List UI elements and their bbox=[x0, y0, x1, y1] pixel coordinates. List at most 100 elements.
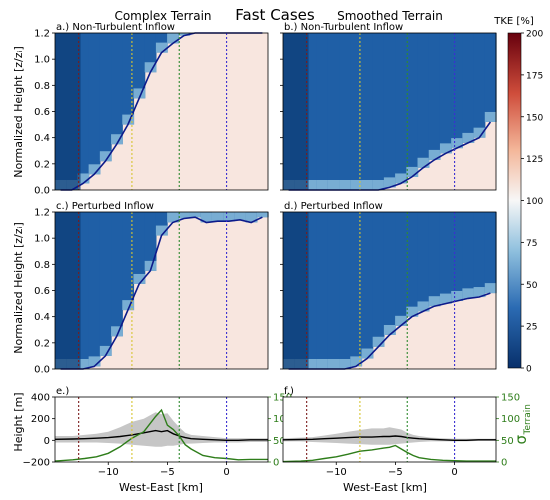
panel-e: −10 −5 0 −200 0 200 400 0 50 100 150 e.) bbox=[23, 386, 293, 478]
y-tick-label: 1.2 bbox=[34, 208, 50, 219]
heatmap-low-tke-cell bbox=[395, 212, 407, 326]
panel-d: d.) Perturbed Inflow bbox=[280, 201, 497, 370]
heatmap-transition-cell bbox=[361, 348, 374, 359]
heatmap-transition-cell bbox=[144, 62, 157, 73]
heatmap-low-tke-cell bbox=[77, 212, 90, 369]
heatmap-low-tke-cell bbox=[484, 33, 497, 122]
heatmap-transition-cell bbox=[189, 212, 202, 218]
heatmap-low-tke-cell bbox=[417, 212, 430, 312]
heatmap-transition-cell bbox=[133, 88, 146, 99]
heatmap-transition-cell bbox=[484, 283, 497, 294]
heatmap-upstream-shade bbox=[283, 212, 309, 369]
heatmap-low-tke-cell bbox=[144, 212, 157, 271]
y2-label-sigma: σ bbox=[512, 435, 530, 445]
heatmap-transition-cell bbox=[439, 293, 452, 304]
heatmap-low-tke-cell bbox=[406, 212, 419, 317]
heatmap-low-tke-cell bbox=[439, 212, 452, 304]
heatmap-low-tke-cell bbox=[99, 212, 112, 356]
heatmap-transition-cell bbox=[462, 288, 475, 299]
heatmap-low-tke-cell bbox=[451, 33, 463, 149]
heatmap-low-tke-cell bbox=[484, 212, 497, 294]
heatmap-low-tke-cell bbox=[439, 33, 452, 154]
heatmap-transition-cell bbox=[417, 301, 430, 312]
mean-height-line bbox=[54, 429, 268, 441]
heatmap-transition-cell bbox=[133, 273, 146, 284]
heatmap-transition-cell bbox=[245, 212, 258, 223]
heatmap-transition-cell bbox=[167, 33, 179, 44]
heatmap-transition-cell bbox=[451, 290, 463, 301]
x-tick-label: −10 bbox=[326, 467, 347, 478]
y2-tick-label: 100 bbox=[273, 414, 292, 425]
panel-title: f.) bbox=[284, 386, 294, 397]
colorbar-tick-label: 75 bbox=[526, 239, 537, 249]
y-tick-label: 1.2 bbox=[34, 29, 50, 40]
y2-tick-label: 150 bbox=[501, 393, 520, 404]
y2-tick-label: 0 bbox=[273, 458, 279, 469]
heatmap-low-tke-cell bbox=[350, 212, 363, 367]
panel-title: e.) bbox=[56, 386, 69, 397]
heatmap-transition-cell bbox=[200, 212, 213, 223]
heatmap-transition-cell bbox=[473, 287, 486, 298]
heatmap-low-tke-cell bbox=[428, 212, 441, 307]
colorbar-tick-label: 0 bbox=[526, 365, 532, 375]
y-tick-label: 0.6 bbox=[34, 107, 50, 118]
contour-75 bbox=[60, 216, 263, 370]
xlabel-e: West-East [km] bbox=[119, 481, 203, 494]
figure-title: Fast Cases bbox=[235, 6, 315, 24]
panel-frame bbox=[282, 396, 497, 463]
y-tick-label: 0 bbox=[44, 436, 50, 447]
heatmap-low-tke-cell bbox=[88, 212, 101, 367]
heatmap-transition-cell bbox=[211, 212, 224, 222]
heatmap-transition-cell bbox=[383, 177, 396, 188]
panel-a: 0.0 0.2 0.4 0.6 0.8 1.0 1.2 a.) Non-Turbulent I… bbox=[34, 22, 269, 197]
colorbar-tick-label: 50 bbox=[526, 281, 538, 291]
column-title-complex: Complex Terrain bbox=[114, 9, 211, 23]
y-tick-label: 200 bbox=[31, 414, 50, 425]
panel-title: c.) Perturbed Inflow bbox=[56, 201, 154, 212]
heatmap-low-tke-cell bbox=[305, 212, 318, 369]
heatmap-low-tke-cell bbox=[417, 33, 430, 168]
heatmap-transition-cell bbox=[383, 324, 396, 335]
colorbar-tick-label: 200 bbox=[526, 30, 543, 40]
ylabel-top: Normalized Height [z/zᵢ] bbox=[12, 46, 25, 178]
heatmap-low-tke-cell bbox=[339, 33, 351, 190]
heatmap-low-tke-cell bbox=[316, 33, 329, 190]
panel-frame bbox=[282, 32, 497, 191]
heatmap-low-tke-cell bbox=[462, 212, 475, 299]
y-tick-label: 0.4 bbox=[34, 133, 50, 144]
heatmap-transition-cell bbox=[473, 127, 486, 138]
heatmap-transition-cell bbox=[339, 180, 351, 190]
heatmap-low-tke-cell bbox=[372, 33, 385, 190]
heatmap-low-tke-cell bbox=[361, 212, 374, 359]
colorbar-ticks: 0 25 50 75 100 125 150 175 200 bbox=[521, 30, 543, 375]
heatmap-low-tke-cell bbox=[155, 212, 168, 236]
heatmap-transition-cell bbox=[234, 212, 247, 220]
heatmap-low-tke-cell bbox=[372, 212, 385, 347]
heatmap-low-tke-cell bbox=[111, 33, 123, 145]
heatmap-low-tke-cell bbox=[395, 33, 407, 184]
heatmap-transition-cell bbox=[122, 114, 135, 125]
panel-title: d.) Perturbed Inflow bbox=[284, 201, 383, 212]
heatmap-transition-cell bbox=[406, 306, 419, 317]
heatmap-transition-cell bbox=[99, 151, 112, 162]
heatmap-transition-cell bbox=[305, 180, 318, 190]
y-tick-label: 0.6 bbox=[34, 286, 50, 297]
heatmap-transition-cell bbox=[99, 345, 112, 356]
heatmap-transition-cell bbox=[155, 225, 168, 236]
y-tick-label: 0.8 bbox=[34, 81, 50, 92]
heatmap-transition-cell bbox=[178, 33, 191, 36]
y-tick-label: 0.8 bbox=[34, 260, 50, 271]
y2-tick-label: 100 bbox=[501, 414, 520, 425]
heatmap-low-tke-cell bbox=[122, 33, 135, 125]
heatmap-transition-cell bbox=[350, 356, 363, 367]
heatmap-transition-cell bbox=[88, 356, 101, 367]
heatmap-transition-cell bbox=[417, 157, 430, 168]
y-tick-label: 0.0 bbox=[34, 186, 50, 197]
ylabel-bottom: Height [m] bbox=[12, 392, 25, 451]
colorbar-tick-label: 25 bbox=[526, 323, 537, 333]
heatmap-low-tke-cell bbox=[99, 33, 112, 162]
y-tick-label: 0.0 bbox=[34, 365, 50, 376]
heatmap-transition-cell bbox=[111, 134, 123, 145]
